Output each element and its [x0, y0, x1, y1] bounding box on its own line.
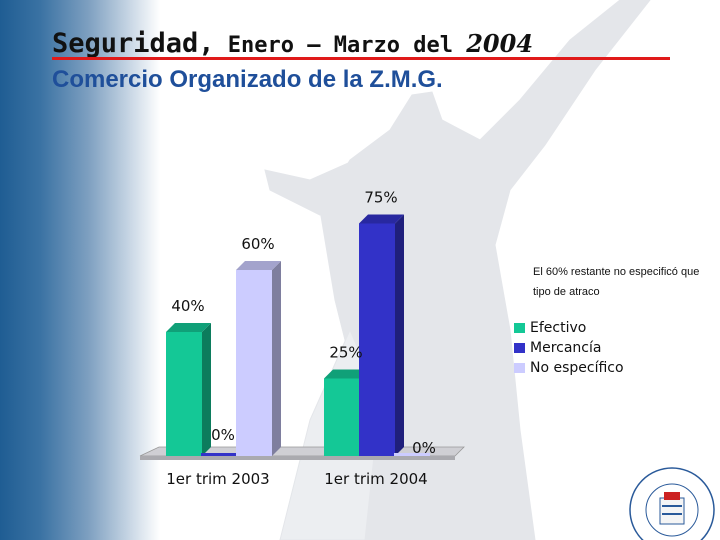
legend-label: No específico	[530, 360, 624, 376]
bar	[359, 223, 395, 456]
bar-side	[272, 261, 281, 456]
title-part-year: 2004	[466, 29, 534, 58]
title-part-seguridad: Seguridad,	[52, 28, 215, 59]
bar-zero	[394, 453, 430, 456]
data-label: 40%	[171, 297, 204, 315]
legend-swatch	[514, 343, 525, 353]
data-label: 75%	[364, 189, 397, 207]
legend-item: Mercancía	[514, 338, 624, 358]
legend-item: Efectivo	[514, 318, 624, 338]
title-underline	[52, 57, 670, 60]
bar-side	[202, 323, 211, 456]
slide-subtitle: Comercio Organizado de la Z.M.G.	[52, 66, 443, 93]
legend-label: Efectivo	[530, 320, 587, 336]
data-label: 25%	[329, 344, 362, 362]
category-label: 1er trim 2003	[166, 470, 269, 488]
chamber-of-commerce-seal	[629, 467, 715, 540]
chart-floor-edge	[140, 456, 455, 460]
category-label: 1er trim 2004	[324, 470, 427, 488]
bar-top	[166, 323, 211, 332]
data-label: 60%	[241, 235, 274, 253]
bar-top	[359, 214, 404, 224]
bar	[236, 270, 272, 456]
legend-swatch	[514, 323, 525, 333]
bar-side	[395, 214, 404, 456]
legend-item: No específico	[514, 358, 624, 378]
bar	[324, 378, 360, 456]
data-label: 0%	[211, 426, 235, 444]
title-part-period: Enero – Marzo del	[214, 33, 467, 58]
side-gradient-band	[0, 0, 160, 540]
data-label: 0%	[412, 439, 436, 457]
bar-top	[236, 261, 281, 270]
bar	[166, 332, 202, 456]
chart-legend: Efectivo Mercancía No específico	[514, 318, 624, 378]
legend-label: Mercancía	[530, 340, 602, 356]
bar-zero	[201, 453, 237, 456]
chart-footnote: El 60% restante no especificó que tipo d…	[533, 266, 700, 298]
legend-swatch	[514, 363, 525, 373]
slide-title: Seguridad, Enero – Marzo del 2004	[52, 22, 533, 60]
bar-top	[324, 369, 369, 379]
